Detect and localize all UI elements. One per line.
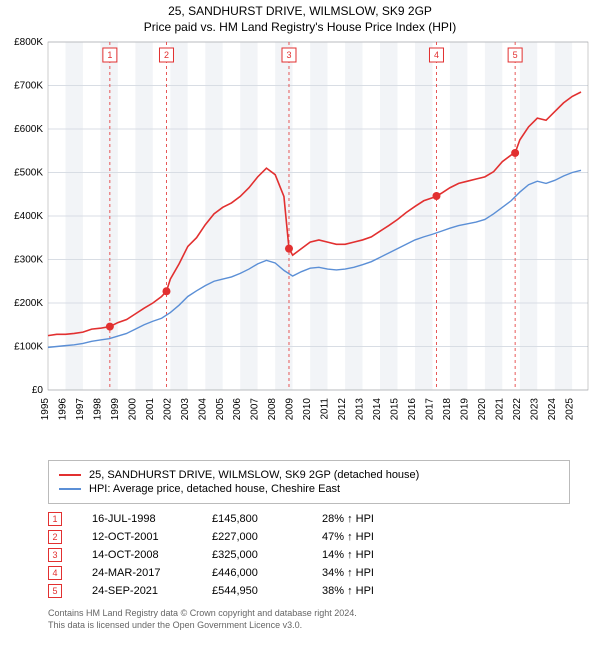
svg-text:£300K: £300K <box>14 255 43 266</box>
svg-text:4: 4 <box>434 50 439 60</box>
svg-text:£700K: £700K <box>14 81 43 92</box>
sale-row: 4 24-MAR-2017£446,00034% ↑ HPI <box>48 566 570 580</box>
svg-text:2006: 2006 <box>232 398 243 421</box>
sale-pct: 14% ↑ HPI <box>322 549 422 561</box>
legend-label: 25, SANDHURST DRIVE, WILMSLOW, SK9 2GP (… <box>89 469 419 481</box>
svg-text:1998: 1998 <box>92 398 103 421</box>
sale-marker: 3 <box>48 548 62 562</box>
chart-svg: £0 £100K £200K £300K £400K £500K £600K £700K £80… <box>0 34 600 454</box>
sale-row: 1 16-JUL-1998£145,80028% ↑ HPI <box>48 512 570 526</box>
svg-text:2017: 2017 <box>424 398 435 421</box>
svg-text:2020: 2020 <box>477 398 488 421</box>
svg-text:£800K: £800K <box>14 37 43 48</box>
svg-text:2024: 2024 <box>547 398 558 421</box>
svg-text:5: 5 <box>513 50 518 60</box>
svg-text:£0: £0 <box>32 385 44 396</box>
sale-marker: 4 <box>48 566 62 580</box>
footer-line1: Contains HM Land Registry data © Crown c… <box>48 608 570 620</box>
legend-swatch <box>59 474 81 476</box>
svg-text:1999: 1999 <box>110 398 121 421</box>
chart-titles: 25, SANDHURST DRIVE, WILMSLOW, SK9 2GP P… <box>0 0 600 34</box>
page-container: 25, SANDHURST DRIVE, WILMSLOW, SK9 2GP P… <box>0 0 600 650</box>
svg-text:1997: 1997 <box>75 398 86 421</box>
sale-marker: 2 <box>48 530 62 544</box>
svg-text:2019: 2019 <box>459 398 470 421</box>
sale-marker: 5 <box>48 584 62 598</box>
svg-text:2005: 2005 <box>215 398 226 421</box>
sale-marker: 1 <box>48 512 62 526</box>
footer-attribution: Contains HM Land Registry data © Crown c… <box>48 608 570 631</box>
sale-price: £145,800 <box>212 513 322 525</box>
legend-red: 25, SANDHURST DRIVE, WILMSLOW, SK9 2GP (… <box>59 469 559 481</box>
sale-price: £325,000 <box>212 549 322 561</box>
svg-text:2012: 2012 <box>337 398 348 421</box>
svg-text:£600K: £600K <box>14 124 43 135</box>
chart-area: £0 £100K £200K £300K £400K £500K £600K £700K £80… <box>0 34 600 454</box>
sale-date: 24-MAR-2017 <box>92 567 212 579</box>
sale-row: 3 14-OCT-2008£325,00014% ↑ HPI <box>48 548 570 562</box>
legend-box: 25, SANDHURST DRIVE, WILMSLOW, SK9 2GP (… <box>48 460 570 504</box>
svg-text:2007: 2007 <box>250 398 261 421</box>
sale-price: £544,950 <box>212 585 322 597</box>
svg-text:3: 3 <box>286 50 291 60</box>
svg-text:2008: 2008 <box>267 398 278 421</box>
svg-text:£500K: £500K <box>14 168 43 179</box>
title-address: 25, SANDHURST DRIVE, WILMSLOW, SK9 2GP <box>0 4 600 18</box>
svg-text:2003: 2003 <box>180 398 191 421</box>
svg-text:2001: 2001 <box>145 398 156 421</box>
sale-pct: 34% ↑ HPI <box>322 567 422 579</box>
sale-price: £227,000 <box>212 531 322 543</box>
svg-text:2010: 2010 <box>302 398 313 421</box>
svg-text:2011: 2011 <box>320 398 331 420</box>
svg-text:£400K: £400K <box>14 211 43 222</box>
sales-table: 1 16-JUL-1998£145,80028% ↑ HPI 2 12-OCT-200… <box>48 512 570 598</box>
svg-text:1995: 1995 <box>40 398 51 421</box>
svg-text:1: 1 <box>107 50 112 60</box>
title-subtitle: Price paid vs. HM Land Registry's House … <box>0 20 600 34</box>
svg-text:2009: 2009 <box>285 398 296 421</box>
svg-text:£200K: £200K <box>14 298 43 309</box>
svg-text:2025: 2025 <box>564 398 575 421</box>
sale-date: 24-SEP-2021 <box>92 585 212 597</box>
footer-line2: This data is licensed under the Open Gov… <box>48 620 570 632</box>
legend-blue: HPI: Average price, detached house, Ches… <box>59 483 559 495</box>
svg-text:2021: 2021 <box>494 398 505 421</box>
svg-text:2018: 2018 <box>442 398 453 421</box>
sale-date: 16-JUL-1998 <box>92 513 212 525</box>
sale-pct: 47% ↑ HPI <box>322 531 422 543</box>
svg-text:2014: 2014 <box>372 398 383 421</box>
svg-text:2022: 2022 <box>512 398 523 421</box>
legend-swatch <box>59 488 81 490</box>
sale-date: 12-OCT-2001 <box>92 531 212 543</box>
sale-price: £446,000 <box>212 567 322 579</box>
svg-text:2015: 2015 <box>390 398 401 421</box>
sale-row: 2 12-OCT-2001£227,00047% ↑ HPI <box>48 530 570 544</box>
sale-row: 5 24-SEP-2021£544,95038% ↑ HPI <box>48 584 570 598</box>
svg-text:2002: 2002 <box>162 398 173 421</box>
svg-text:2016: 2016 <box>407 398 418 421</box>
svg-text:2004: 2004 <box>197 398 208 421</box>
legend-label: HPI: Average price, detached house, Ches… <box>89 483 340 495</box>
sale-pct: 28% ↑ HPI <box>322 513 422 525</box>
svg-text:2000: 2000 <box>127 398 138 421</box>
svg-text:1996: 1996 <box>57 398 68 421</box>
sale-pct: 38% ↑ HPI <box>322 585 422 597</box>
sale-date: 14-OCT-2008 <box>92 549 212 561</box>
svg-text:2023: 2023 <box>529 398 540 421</box>
svg-text:2: 2 <box>164 50 169 60</box>
svg-text:2013: 2013 <box>355 398 366 421</box>
svg-text:£100K: £100K <box>14 342 43 353</box>
